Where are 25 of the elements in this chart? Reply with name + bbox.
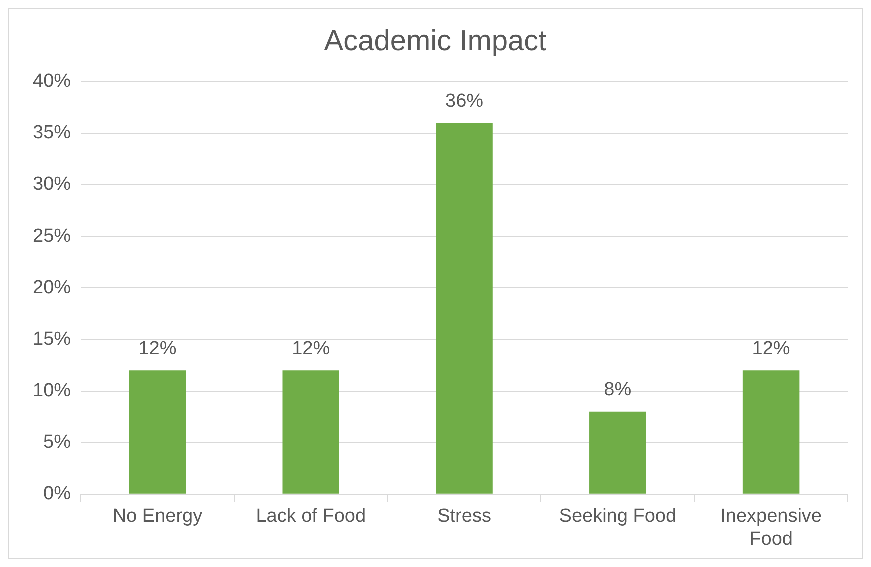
bar [282, 370, 340, 494]
data-label: 36% [446, 90, 484, 112]
data-label: 12% [292, 338, 330, 360]
chart-title: Academic Impact [324, 25, 547, 58]
y-tick-label: 10% [32, 380, 72, 402]
y-tick-label: 30% [32, 174, 72, 196]
data-label: 12% [138, 338, 177, 360]
bar [742, 370, 800, 494]
x-tick-label: Stress [438, 506, 492, 528]
bar [129, 370, 186, 494]
y-tick-label: 5% [44, 432, 72, 454]
x-tick-label: Lack of Food [256, 506, 366, 528]
bar [590, 412, 646, 494]
y-tick-label: 35% [32, 122, 72, 144]
y-tick-label: 15% [32, 328, 72, 350]
x-tick-label: No Energy [112, 506, 204, 528]
bar [436, 123, 493, 494]
y-tick-label: 40% [32, 71, 72, 92]
x-tick-label: Inexpensive Food [720, 506, 822, 550]
x-tick-label: Seeking Food [559, 506, 677, 528]
y-tick-label: 20% [32, 277, 72, 298]
data-label: 12% [752, 338, 790, 360]
y-tick-label: 0% [44, 484, 72, 505]
y-tick-label: 25% [32, 226, 72, 247]
data-label: 8% [604, 380, 632, 401]
